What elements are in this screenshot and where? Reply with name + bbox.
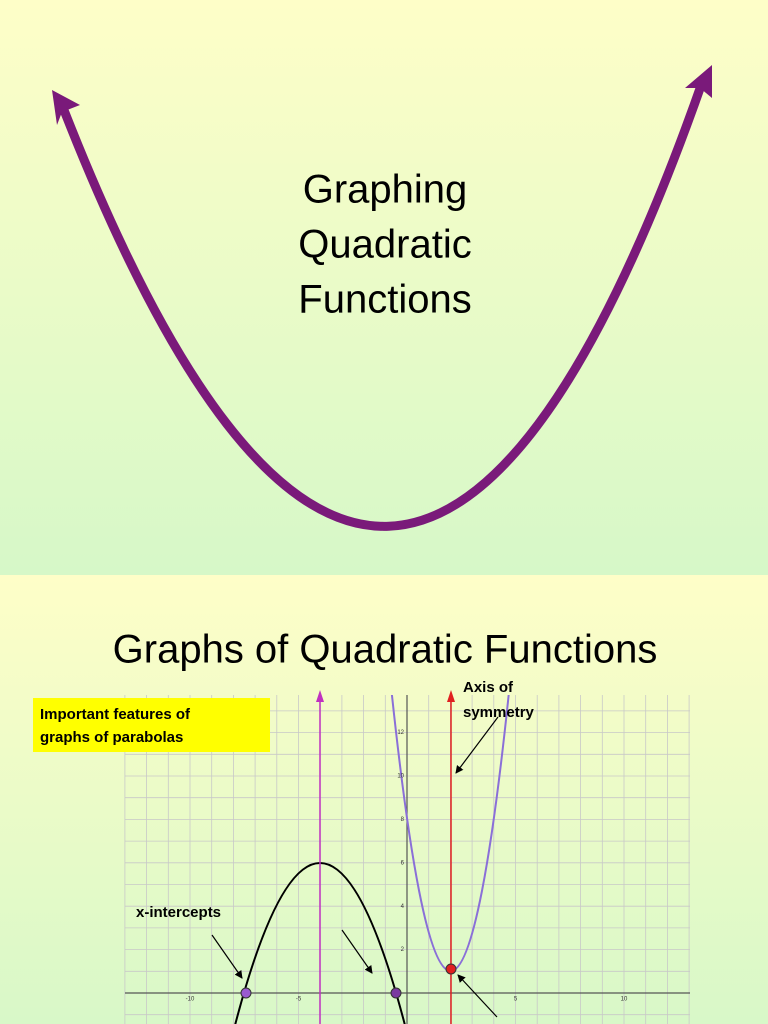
x-tick-label: -10	[186, 997, 195, 1003]
arrow-head	[316, 690, 324, 702]
slide-title: Graphs of Quadratic Functions	[113, 628, 658, 672]
x-tick-label: 10	[621, 997, 628, 1003]
y-tick-label: 2	[401, 947, 405, 953]
pointer-arrow	[341, 929, 373, 974]
pointer-arrow	[211, 934, 243, 979]
callout-line: Important features of	[40, 706, 191, 723]
slide-background	[0, 0, 768, 575]
callout-box	[33, 698, 270, 752]
pointer-arrow	[457, 974, 498, 1018]
slide-2: Graphs of Quadratic Functions Important …	[0, 575, 768, 1024]
callout-line: graphs of parabolas	[40, 729, 183, 746]
y-tick-label: 8	[401, 817, 405, 823]
intercept-point	[240, 987, 252, 999]
intercepts-label: x-intercepts	[136, 904, 221, 921]
y-tick-label: 10	[397, 774, 404, 780]
title-line: Functions	[298, 278, 471, 322]
pointer-arrow	[455, 716, 499, 774]
axis-label: Axis of	[463, 679, 514, 696]
axis-label: symmetry	[463, 704, 535, 721]
x-tick-label: 5	[514, 997, 518, 1003]
slide-1: Graphing Quadratic Functions	[0, 0, 768, 575]
parabola-arrow	[57, 75, 708, 531]
title-line: Quadratic	[298, 223, 471, 267]
arrow-head	[52, 90, 80, 125]
slide-background	[0, 575, 768, 1024]
y-tick-label: 6	[401, 860, 405, 866]
y-tick-label: 4	[401, 904, 405, 910]
intercept-point	[390, 987, 402, 999]
x-tick-label: -5	[296, 997, 302, 1003]
title-line: Graphing	[303, 168, 468, 212]
y-tick-label: 12	[397, 730, 404, 736]
arrow-head	[685, 65, 712, 98]
arrow-head	[447, 690, 455, 702]
vertex-point	[445, 963, 457, 975]
